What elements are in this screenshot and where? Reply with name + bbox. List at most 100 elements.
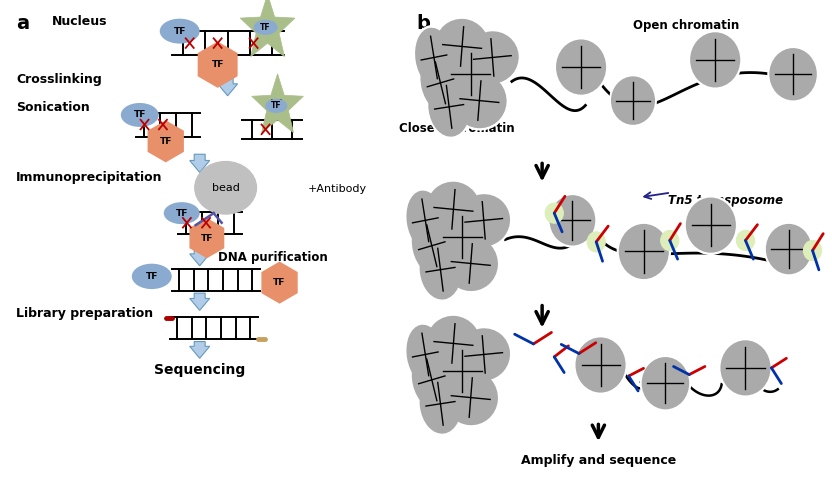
Ellipse shape [457, 194, 511, 247]
Ellipse shape [412, 216, 452, 276]
Text: TF: TF [134, 111, 146, 119]
Ellipse shape [551, 196, 594, 244]
Circle shape [661, 230, 679, 251]
Ellipse shape [575, 337, 626, 393]
Polygon shape [198, 42, 238, 88]
Polygon shape [147, 120, 184, 162]
Ellipse shape [434, 342, 490, 401]
Polygon shape [190, 293, 210, 310]
Ellipse shape [428, 183, 479, 236]
Polygon shape [190, 342, 210, 358]
Ellipse shape [408, 192, 443, 249]
Ellipse shape [468, 33, 518, 82]
Ellipse shape [721, 342, 770, 394]
Text: a: a [16, 14, 29, 34]
Ellipse shape [121, 103, 159, 127]
Ellipse shape [419, 373, 462, 434]
Circle shape [587, 232, 606, 252]
Ellipse shape [436, 209, 488, 265]
Ellipse shape [691, 34, 739, 86]
Ellipse shape [413, 352, 451, 408]
Ellipse shape [765, 223, 812, 275]
Text: TF: TF [271, 102, 282, 110]
Ellipse shape [769, 47, 817, 101]
Text: bead: bead [211, 183, 240, 193]
Ellipse shape [690, 32, 740, 88]
Circle shape [736, 230, 755, 251]
Polygon shape [190, 248, 210, 266]
Ellipse shape [425, 181, 482, 238]
Ellipse shape [445, 46, 497, 102]
Polygon shape [190, 218, 225, 258]
Ellipse shape [428, 76, 470, 137]
Ellipse shape [620, 225, 667, 278]
Ellipse shape [413, 217, 451, 274]
Ellipse shape [422, 55, 459, 111]
Ellipse shape [770, 49, 815, 99]
Text: Sonication: Sonication [16, 101, 90, 114]
Ellipse shape [611, 76, 656, 125]
Ellipse shape [406, 190, 444, 251]
Text: Open chromatin: Open chromatin [633, 19, 740, 32]
Ellipse shape [419, 239, 462, 300]
Ellipse shape [412, 350, 452, 410]
Ellipse shape [557, 41, 605, 93]
Ellipse shape [443, 369, 498, 426]
Text: TF: TF [201, 234, 213, 242]
Ellipse shape [453, 74, 505, 127]
Ellipse shape [445, 371, 497, 424]
Text: TF: TF [176, 209, 188, 217]
Ellipse shape [425, 315, 482, 372]
Ellipse shape [429, 78, 468, 136]
Text: Immunoprecipitation: Immunoprecipitation [16, 171, 162, 184]
Ellipse shape [406, 324, 444, 385]
Ellipse shape [131, 263, 171, 289]
Ellipse shape [458, 195, 509, 245]
Ellipse shape [254, 20, 278, 35]
Ellipse shape [443, 45, 498, 104]
Polygon shape [261, 262, 298, 304]
Text: TF: TF [160, 137, 172, 146]
Text: Amplify and sequence: Amplify and sequence [521, 454, 676, 467]
Ellipse shape [421, 241, 460, 298]
Polygon shape [252, 74, 304, 133]
Ellipse shape [556, 39, 607, 95]
Ellipse shape [416, 29, 452, 86]
Ellipse shape [612, 78, 654, 124]
Ellipse shape [643, 358, 688, 408]
Text: TF: TF [146, 272, 158, 281]
Ellipse shape [195, 161, 256, 214]
Ellipse shape [421, 375, 460, 433]
Ellipse shape [577, 339, 624, 391]
Text: Tn5 transposome: Tn5 transposome [667, 194, 783, 207]
Ellipse shape [436, 343, 488, 399]
Text: +Antibody: +Antibody [308, 184, 367, 194]
Ellipse shape [465, 31, 519, 84]
Text: Library preparation: Library preparation [16, 307, 153, 320]
Text: TF: TF [260, 23, 271, 32]
Text: Nucleus: Nucleus [52, 15, 107, 28]
Ellipse shape [445, 237, 497, 290]
Polygon shape [218, 77, 238, 96]
Text: Crosslinking: Crosslinking [16, 72, 102, 86]
Ellipse shape [686, 197, 736, 253]
Ellipse shape [428, 317, 479, 370]
Ellipse shape [160, 19, 200, 44]
Text: b: b [417, 14, 430, 34]
Ellipse shape [457, 328, 511, 381]
Ellipse shape [164, 202, 200, 224]
Ellipse shape [458, 330, 509, 379]
Ellipse shape [265, 99, 287, 113]
Ellipse shape [408, 326, 443, 383]
Ellipse shape [434, 18, 490, 75]
Ellipse shape [687, 199, 735, 251]
Text: TF: TF [271, 100, 284, 108]
Ellipse shape [720, 340, 771, 396]
Text: Closed chromatin: Closed chromatin [399, 122, 515, 135]
Ellipse shape [443, 235, 498, 292]
Text: TF: TF [261, 22, 274, 31]
Polygon shape [240, 0, 295, 57]
Ellipse shape [434, 207, 490, 267]
Text: TF: TF [211, 60, 224, 69]
Ellipse shape [415, 27, 453, 88]
